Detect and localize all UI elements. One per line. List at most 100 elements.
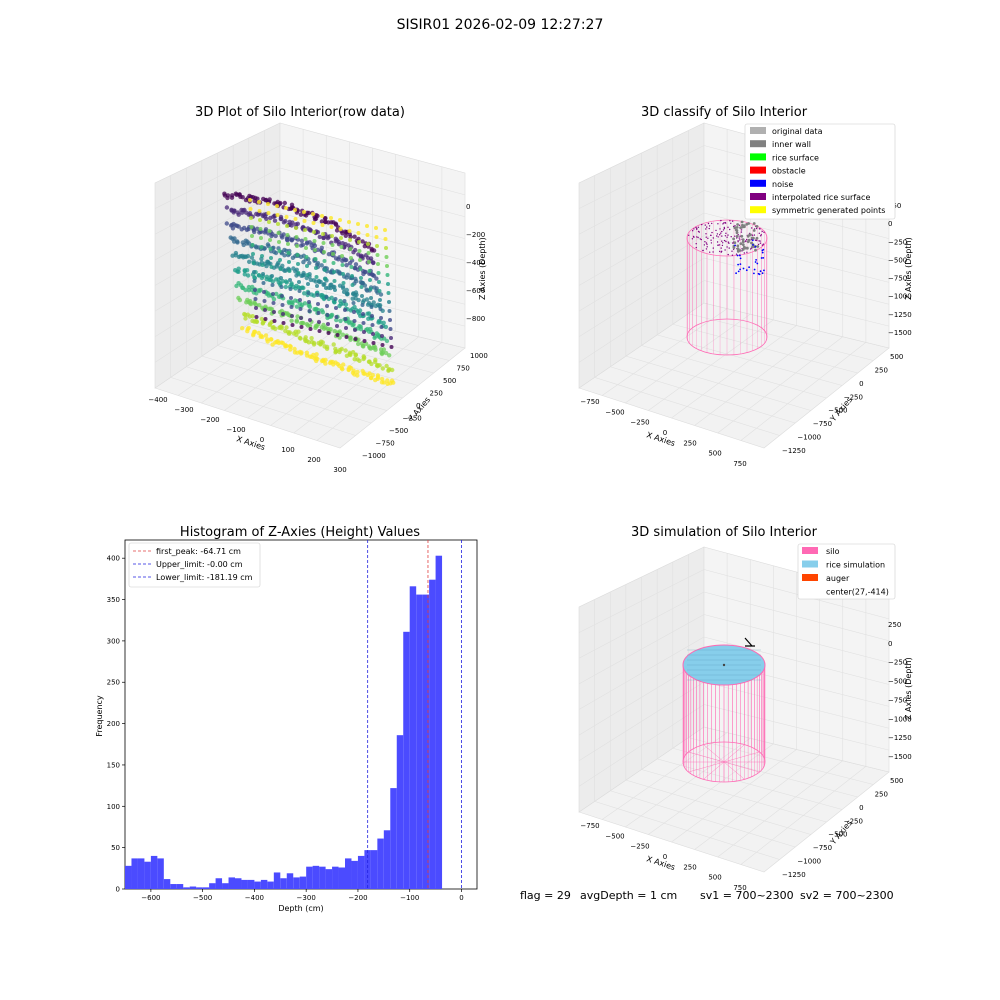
interpolated-point	[756, 239, 758, 242]
data-point	[279, 285, 284, 289]
data-point	[366, 242, 370, 246]
legend-frame	[128, 542, 261, 588]
data-point	[325, 313, 330, 317]
histogram-bar	[319, 866, 326, 889]
interpolated-point	[688, 234, 690, 236]
y-tick-label: −250	[403, 415, 422, 423]
data-point	[379, 325, 384, 329]
histogram-bar	[338, 867, 345, 889]
data-point	[283, 284, 288, 290]
interpolated-point	[738, 224, 741, 226]
interpolated-point	[726, 236, 728, 238]
z-tick-label: −1500	[888, 329, 912, 337]
data-point	[371, 260, 376, 265]
data-point	[278, 258, 282, 262]
data-point	[243, 254, 249, 260]
data-point	[371, 248, 377, 253]
data-point	[339, 346, 344, 352]
data-point	[287, 219, 292, 225]
z-tick-label: −750	[888, 696, 907, 704]
legend-swatch	[802, 574, 818, 581]
data-point	[245, 239, 250, 244]
data-point	[279, 233, 284, 238]
data-point	[271, 301, 276, 305]
data-point	[343, 308, 347, 312]
data-point	[251, 333, 256, 338]
data-point	[321, 232, 325, 236]
data-point	[289, 318, 294, 323]
data-point	[335, 361, 340, 367]
data-point	[247, 259, 252, 264]
interpolated-point	[711, 222, 713, 225]
data-point	[268, 238, 272, 242]
inner-wall-point	[739, 226, 742, 230]
data-point	[343, 317, 348, 321]
data-point	[387, 300, 391, 304]
histogram-bar	[429, 579, 436, 889]
data-point	[269, 233, 274, 239]
y-tick-label: 0	[416, 402, 420, 410]
x-tick-label: −300	[297, 894, 316, 902]
data-point	[380, 366, 385, 371]
data-point	[383, 237, 388, 241]
interpolated-point	[737, 241, 739, 243]
noise-point	[739, 254, 741, 257]
data-point	[317, 320, 321, 324]
data-point	[315, 284, 319, 288]
x-tick-label: 100	[281, 446, 294, 454]
data-point	[245, 273, 251, 278]
data-point	[361, 371, 366, 376]
y-tick-label: −1000	[797, 858, 821, 866]
z-tick-label: −1500	[888, 753, 912, 761]
data-point	[322, 250, 326, 254]
interpolated-point	[704, 241, 706, 243]
data-point	[379, 376, 385, 382]
data-point	[351, 292, 355, 296]
panel3-ylabel: Frequency	[95, 695, 104, 737]
histogram-bar	[196, 887, 203, 889]
data-point	[365, 288, 370, 293]
z-tick-label: 0	[888, 220, 892, 228]
data-point	[362, 339, 367, 343]
data-point	[251, 227, 256, 233]
legend-swatch	[802, 547, 818, 554]
data-point	[315, 261, 321, 266]
data-point	[341, 281, 346, 285]
data-point	[253, 297, 258, 301]
inner-wall-point	[735, 226, 739, 229]
noise-point	[755, 259, 757, 261]
data-point	[387, 353, 392, 358]
y-tick-label: −1250	[782, 871, 806, 879]
histogram-bar	[183, 887, 190, 889]
data-point	[343, 258, 348, 263]
interpolated-point	[721, 230, 723, 233]
data-point	[378, 307, 383, 311]
data-point	[277, 240, 281, 244]
data-point	[233, 250, 239, 256]
data-point	[370, 323, 375, 327]
data-point	[286, 242, 290, 246]
y-tick-label: 50	[111, 844, 120, 852]
grid-line	[688, 737, 874, 785]
interpolated-point	[697, 226, 700, 228]
legend-swatch	[750, 166, 766, 174]
interpolated-point	[723, 239, 726, 242]
data-point	[257, 209, 262, 213]
data-point	[332, 270, 336, 274]
panel1-title: 3D Plot of Silo Interior(row data)	[195, 105, 405, 120]
data-point	[340, 332, 345, 337]
data-point	[281, 312, 285, 316]
interpolated-point	[732, 242, 734, 244]
inner-wall-point	[735, 234, 739, 238]
data-point	[274, 291, 279, 297]
data-point	[319, 358, 325, 364]
data-point	[340, 254, 344, 258]
data-point	[355, 373, 360, 378]
data-point	[361, 356, 366, 362]
y-tick-label: −500	[389, 427, 408, 435]
histogram-bar	[357, 855, 365, 889]
noise-point	[761, 251, 764, 254]
interpolated-point	[754, 239, 757, 241]
y-tick-label: 150	[107, 761, 120, 769]
data-point	[364, 297, 370, 302]
